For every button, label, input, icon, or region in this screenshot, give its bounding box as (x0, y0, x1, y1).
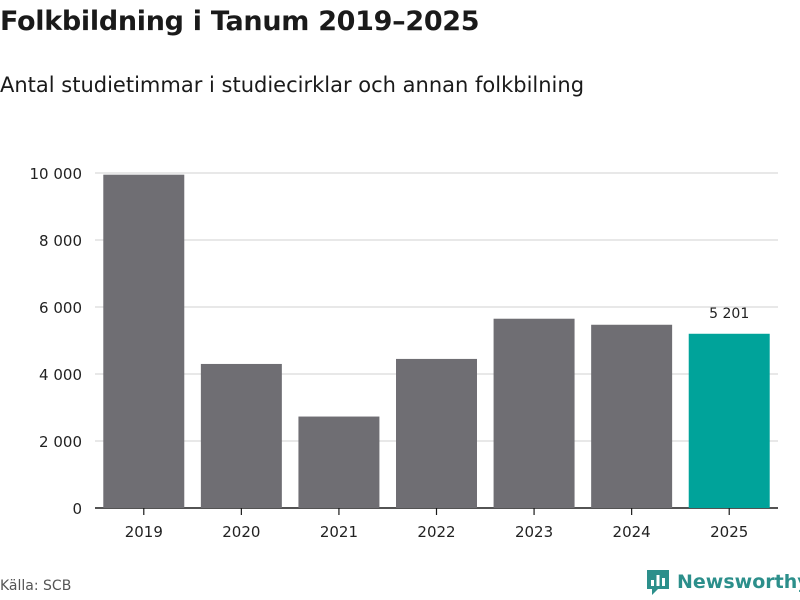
y-tick-label: 0 (72, 500, 82, 518)
bars (103, 174, 770, 509)
brand-name: Newsworthy (677, 571, 800, 593)
bar-chart: 0 2 000 4 000 6 000 8 000 10 000 2019 2020 2021 2… (30, 165, 778, 541)
x-tick-label: 2024 (613, 523, 651, 541)
bar-2022 (396, 358, 477, 508)
data-label: 5 201 (709, 306, 749, 322)
x-tick-label: 2025 (710, 523, 748, 541)
bar-chart-badge-icon (647, 570, 669, 595)
source-note: Källa: SCB (0, 578, 72, 594)
bar-2023 (493, 318, 575, 508)
x-tick-label: 2020 (222, 523, 260, 541)
y-tick-label: 6 000 (39, 299, 82, 317)
bar-2019 (103, 174, 185, 509)
bar-2020 (200, 363, 282, 508)
chart-subtitle: Antal studietimmar i studiecirklar och a… (0, 73, 585, 97)
x-tick-label: 2023 (515, 523, 553, 541)
chart-title: Folkbildning i Tanum 2019–2025 (0, 6, 480, 37)
bar-2024 (591, 324, 673, 508)
y-tick-label: 8 000 (39, 232, 82, 250)
labels: 0 2 000 4 000 6 000 8 000 10 000 2019 2020 2021 2… (30, 165, 750, 541)
y-tick-label: 2 000 (39, 433, 82, 451)
x-tick-label: 2019 (125, 523, 163, 541)
bar-2025 (688, 333, 770, 508)
x-tick-label: 2021 (320, 523, 358, 541)
brand-logo: Newsworthy (645, 568, 800, 596)
y-tick-label: 4 000 (39, 366, 82, 384)
x-tick-label: 2022 (417, 523, 455, 541)
y-tick-label: 10 000 (30, 165, 83, 183)
bar-2021 (298, 416, 380, 508)
